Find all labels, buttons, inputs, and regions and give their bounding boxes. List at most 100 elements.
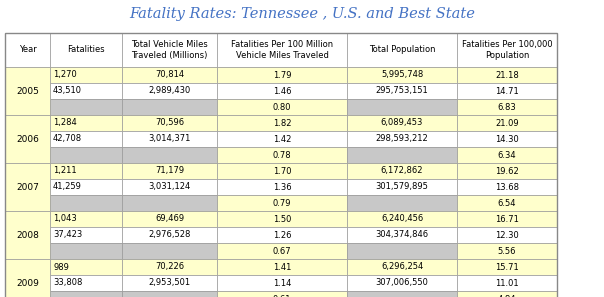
Text: 1.79: 1.79: [273, 70, 291, 80]
Text: Year: Year: [19, 45, 36, 55]
Text: 0.80: 0.80: [273, 102, 291, 111]
Bar: [347, 259, 457, 275]
Bar: [122, 147, 217, 163]
Text: 19.62: 19.62: [495, 167, 519, 176]
Text: 69,469: 69,469: [155, 214, 184, 224]
Bar: [5, 33, 50, 67]
Text: 12.30: 12.30: [495, 230, 519, 239]
Bar: [457, 83, 557, 99]
Text: 14.71: 14.71: [495, 86, 519, 96]
Bar: [50, 147, 122, 163]
Bar: [217, 115, 347, 131]
Text: 6,172,862: 6,172,862: [381, 167, 423, 176]
Bar: [217, 275, 347, 291]
Text: Fatality Rates: Tennessee , U.S. and Best State: Fatality Rates: Tennessee , U.S. and Bes…: [129, 7, 475, 21]
Bar: [50, 99, 122, 115]
Text: 1.82: 1.82: [273, 119, 291, 127]
Bar: [50, 243, 122, 259]
Bar: [347, 211, 457, 227]
Text: 1,284: 1,284: [53, 119, 77, 127]
Text: 70,814: 70,814: [155, 70, 184, 80]
Text: 1,211: 1,211: [53, 167, 77, 176]
Text: 43,510: 43,510: [53, 86, 82, 96]
Bar: [5, 115, 50, 163]
Bar: [122, 259, 217, 275]
Text: 1.70: 1.70: [273, 167, 291, 176]
Bar: [217, 147, 347, 163]
Bar: [347, 227, 457, 243]
Text: 1,043: 1,043: [53, 214, 77, 224]
Bar: [217, 195, 347, 211]
Text: 295,753,151: 295,753,151: [376, 86, 428, 96]
Text: 301,579,895: 301,579,895: [376, 182, 428, 192]
Bar: [122, 131, 217, 147]
Bar: [50, 33, 122, 67]
Bar: [347, 99, 457, 115]
Bar: [50, 67, 122, 83]
Bar: [347, 275, 457, 291]
Text: 11.01: 11.01: [495, 279, 519, 287]
Text: 6,296,254: 6,296,254: [381, 263, 423, 271]
Bar: [457, 275, 557, 291]
Bar: [347, 147, 457, 163]
Bar: [457, 243, 557, 259]
Bar: [50, 275, 122, 291]
Bar: [122, 227, 217, 243]
Text: 4.84: 4.84: [498, 295, 516, 297]
Text: 5,995,748: 5,995,748: [381, 70, 423, 80]
Bar: [347, 33, 457, 67]
Bar: [347, 291, 457, 297]
Text: 1.46: 1.46: [273, 86, 291, 96]
Bar: [347, 195, 457, 211]
Text: 2009: 2009: [16, 279, 39, 287]
Text: Total Population: Total Population: [369, 45, 435, 55]
Text: 3,031,124: 3,031,124: [149, 182, 191, 192]
Text: 304,374,846: 304,374,846: [376, 230, 429, 239]
Text: 1.50: 1.50: [273, 214, 291, 224]
Text: 5.56: 5.56: [498, 247, 516, 255]
Text: 2005: 2005: [16, 86, 39, 96]
Text: 70,226: 70,226: [155, 263, 184, 271]
Text: 6,240,456: 6,240,456: [381, 214, 423, 224]
Bar: [347, 67, 457, 83]
Bar: [50, 83, 122, 99]
Bar: [347, 243, 457, 259]
Bar: [50, 227, 122, 243]
Bar: [122, 33, 217, 67]
Bar: [457, 67, 557, 83]
Text: 989: 989: [53, 263, 69, 271]
Text: Fatalities: Fatalities: [67, 45, 105, 55]
Text: 2,976,528: 2,976,528: [149, 230, 191, 239]
Bar: [217, 259, 347, 275]
Bar: [457, 179, 557, 195]
Bar: [50, 211, 122, 227]
Text: 0.61: 0.61: [273, 295, 291, 297]
Bar: [347, 83, 457, 99]
Bar: [122, 291, 217, 297]
Bar: [122, 163, 217, 179]
Text: 13.68: 13.68: [495, 182, 519, 192]
Text: 37,423: 37,423: [53, 230, 82, 239]
Bar: [122, 99, 217, 115]
Bar: [457, 115, 557, 131]
Bar: [457, 195, 557, 211]
Text: 2006: 2006: [16, 135, 39, 143]
Bar: [5, 67, 50, 115]
Text: 21.09: 21.09: [495, 119, 519, 127]
Bar: [217, 99, 347, 115]
Text: 2007: 2007: [16, 182, 39, 192]
Bar: [122, 179, 217, 195]
Bar: [122, 83, 217, 99]
Bar: [347, 179, 457, 195]
Text: 1,270: 1,270: [53, 70, 77, 80]
Text: 1.42: 1.42: [273, 135, 291, 143]
Bar: [457, 291, 557, 297]
Text: 1.26: 1.26: [273, 230, 291, 239]
Bar: [217, 227, 347, 243]
Text: 2,989,430: 2,989,430: [149, 86, 191, 96]
Bar: [217, 243, 347, 259]
Bar: [217, 179, 347, 195]
Text: 6.54: 6.54: [498, 198, 516, 208]
Bar: [50, 291, 122, 297]
Text: 42,708: 42,708: [53, 135, 82, 143]
